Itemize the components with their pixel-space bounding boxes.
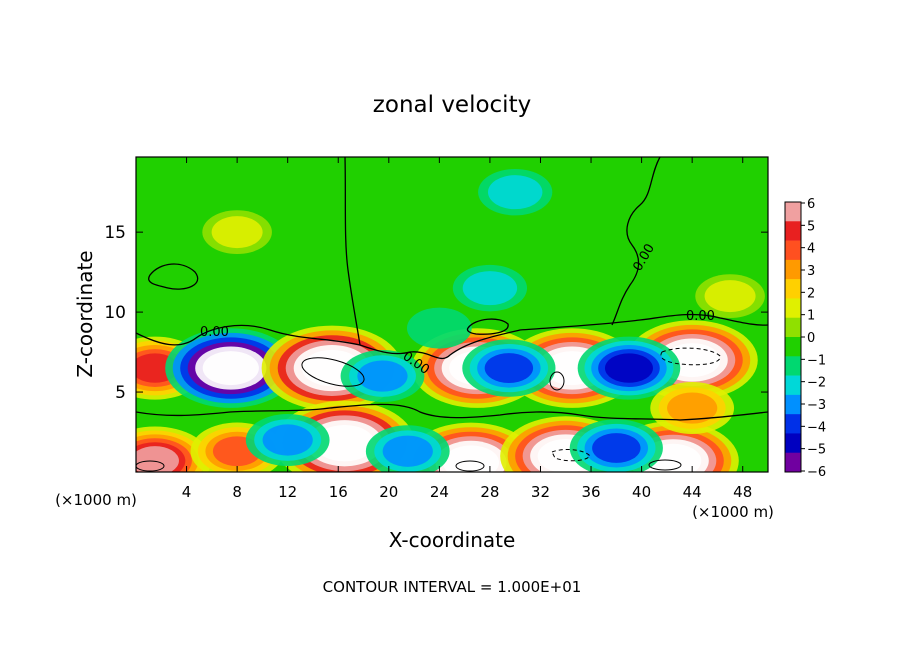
colorbar-label: 0 (807, 331, 815, 346)
colorbar-swatch (785, 259, 801, 280)
zero-contour-shear-layer (136, 313, 768, 360)
field-band (462, 271, 518, 306)
colorbar-label: −1 (807, 353, 826, 368)
negative-contours (551, 347, 721, 462)
colorbar-label: 6 (807, 197, 815, 212)
y-axis-ticks: 5 10 15 (104, 223, 768, 403)
colorbar-swatch (785, 433, 801, 454)
zero-contour-upper-left-loop (148, 263, 199, 290)
x-axis-label: X-coordinate (389, 528, 516, 552)
field-band (357, 360, 408, 392)
positive-contour-center (301, 357, 365, 387)
colorbar-label: −4 (807, 420, 826, 435)
x-tick-label: 36 (581, 483, 600, 501)
positive-contour-bottom-left (136, 460, 165, 472)
x-axis-unit-label-left: (×1000 m) (55, 491, 137, 509)
x-tick-label: 28 (480, 483, 499, 501)
zero-contour-vertical (344, 157, 361, 346)
zero-contour-lower-band (136, 403, 768, 421)
velocity-field (136, 168, 765, 472)
positive-contours (136, 357, 682, 472)
contour-interval-note: CONTOUR INTERVAL = 1.000E+01 (323, 578, 582, 596)
colorbar-label: 1 (807, 309, 815, 324)
x-tick-label: 8 (232, 483, 242, 501)
positive-contour-bottom-mid (455, 460, 485, 472)
plot-frame (135, 156, 769, 473)
field-band (202, 351, 259, 386)
colorbar-swatch (785, 414, 801, 434)
x-axis-ticks: 4 8 12 16 20 24 28 32 36 40 44 48 (182, 157, 752, 501)
y-tick-label: 15 (104, 223, 126, 243)
field-band (382, 435, 433, 467)
colorbar-label: 2 (807, 286, 815, 301)
x-tick-label: 12 (278, 483, 297, 501)
field-band (592, 433, 641, 463)
x-tick-label: 20 (379, 483, 398, 501)
field-band (667, 392, 718, 424)
field-band (314, 425, 375, 462)
field-band (704, 280, 756, 313)
colorbar-swatch (785, 298, 801, 319)
x-axis-unit-label-right: (×1000 m) (692, 503, 774, 521)
colorbar-swatch (785, 375, 801, 396)
colorbar-label: 5 (807, 219, 815, 234)
positive-contour-bottom-right (648, 459, 682, 471)
field-band (484, 353, 534, 383)
x-tick-label: 4 (182, 483, 192, 501)
x-tick-label: 48 (733, 483, 752, 501)
y-tick-label: 5 (115, 383, 126, 403)
field-band (211, 216, 263, 249)
colorbar-label: 4 (807, 242, 815, 257)
colorbar-label: −2 (807, 376, 826, 391)
field-band (604, 353, 653, 383)
zero-contours (136, 157, 768, 421)
plot-area: 0.00 0.00 0.00 0.00 (135, 156, 769, 473)
x-tick-label: 24 (430, 483, 449, 501)
x-tick-label: 44 (683, 483, 702, 501)
y-axis-label: Z-coordinate (73, 250, 97, 377)
colorbar-swatch (785, 337, 801, 357)
field-band (488, 175, 543, 210)
negative-contour-right (660, 347, 721, 366)
zero-contour-upper-right (611, 157, 661, 326)
field-band (136, 446, 179, 472)
positive-contour-small (549, 371, 565, 391)
x-tick-label: 32 (531, 483, 550, 501)
colorbar-swatch (785, 279, 801, 299)
colorbar-swatch (785, 240, 801, 261)
x-tick-label: 16 (329, 483, 348, 501)
colorbar-label: −3 (807, 398, 826, 413)
contour-label: 0.00 (686, 309, 715, 324)
colorbar-swatch (785, 221, 801, 241)
field-band (442, 445, 500, 472)
colorbar-swatch (785, 202, 801, 222)
x-tick-label: 40 (632, 483, 651, 501)
colorbar-swatch (785, 452, 801, 473)
chart-title: zonal velocity (373, 92, 531, 118)
colorbar-swatch (785, 394, 801, 415)
colorbar: 6 5 4 3 2 1 0 −1 −2 −3 −4 −5 −6 (784, 197, 826, 480)
field-band (262, 424, 313, 456)
colorbar-swatch (785, 317, 801, 338)
field-band (406, 307, 472, 349)
colorbar-label: 3 (807, 264, 815, 279)
colorbar-swatch (785, 356, 801, 376)
y-tick-label: 10 (104, 303, 126, 323)
zero-contour-small-loop (466, 318, 509, 335)
colorbar-label: −5 (807, 443, 826, 458)
contour-label: 0.00 (200, 325, 229, 340)
colorbar-label: −6 (807, 465, 826, 480)
